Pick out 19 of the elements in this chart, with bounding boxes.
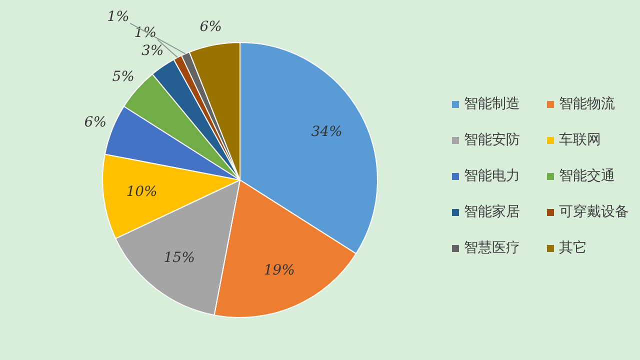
legend-label: 智能家居 [464, 203, 520, 221]
data-label: 3% [141, 43, 164, 60]
legend-label: 智慧医疗 [464, 239, 520, 257]
data-label: 5% [112, 68, 134, 85]
data-label: 6% [200, 18, 222, 35]
legend-label: 可穿戴设备 [559, 203, 629, 221]
data-label: 1% [107, 8, 130, 25]
data-label: 10% [126, 184, 158, 200]
legend-label: 智能安防 [464, 131, 520, 149]
data-label: 15% [164, 250, 195, 266]
legend-label: 智能物流 [559, 95, 615, 113]
legend-label: 智能交通 [559, 167, 615, 185]
data-label: 19% [264, 262, 295, 278]
data-label: 34% [311, 124, 342, 140]
legend-label: 其它 [559, 239, 587, 257]
legend-label: 车联网 [559, 131, 601, 149]
legend-label: 智能制造 [464, 95, 520, 113]
data-label: 6% [84, 114, 107, 130]
legend-label: 智能电力 [464, 167, 520, 185]
